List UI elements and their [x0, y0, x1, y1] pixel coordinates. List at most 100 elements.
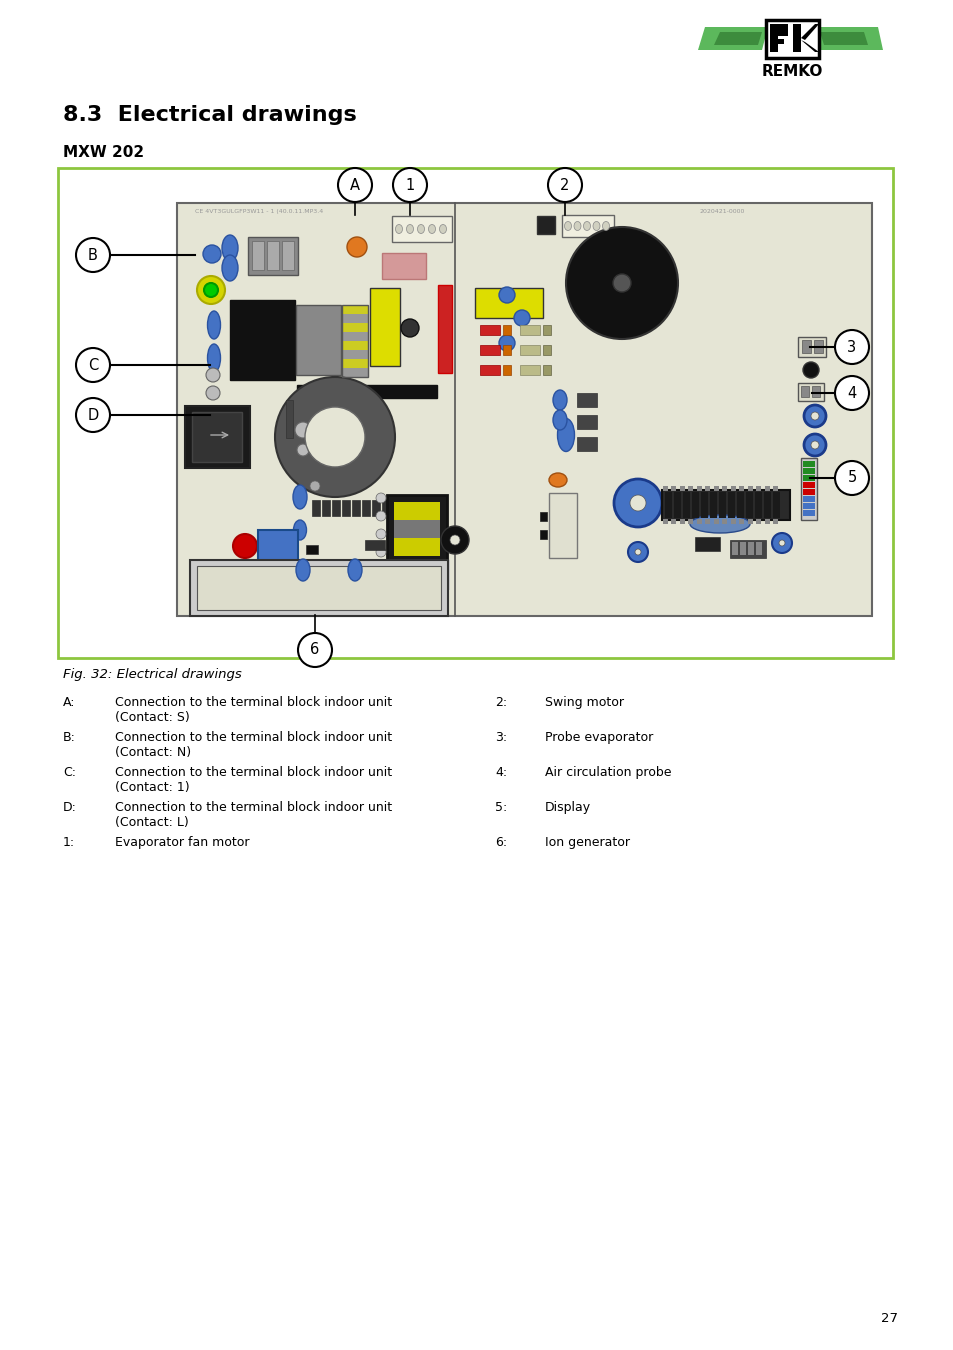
- Text: 5:: 5:: [495, 801, 507, 814]
- Text: Connection to the terminal block indoor unit
(Contact: S): Connection to the terminal block indoor …: [115, 697, 392, 724]
- Circle shape: [76, 398, 110, 432]
- Ellipse shape: [417, 224, 424, 234]
- Circle shape: [400, 319, 418, 338]
- Bar: [502, 346, 511, 355]
- Bar: [730, 486, 735, 491]
- Bar: [248, 238, 297, 275]
- Bar: [519, 325, 539, 335]
- Bar: [387, 495, 447, 563]
- Bar: [561, 215, 614, 238]
- Bar: [479, 364, 499, 375]
- Bar: [763, 491, 770, 518]
- Bar: [332, 500, 339, 516]
- Bar: [58, 167, 892, 657]
- Text: REMKO: REMKO: [760, 63, 821, 80]
- Polygon shape: [698, 27, 767, 50]
- Bar: [381, 500, 390, 516]
- Bar: [688, 486, 693, 491]
- Circle shape: [204, 284, 218, 297]
- Bar: [747, 518, 752, 524]
- Bar: [537, 216, 555, 234]
- Bar: [811, 386, 820, 397]
- Bar: [267, 242, 278, 270]
- Bar: [341, 350, 368, 359]
- Bar: [764, 518, 769, 524]
- Circle shape: [629, 495, 645, 512]
- Circle shape: [498, 335, 515, 351]
- Bar: [697, 486, 701, 491]
- Bar: [341, 369, 368, 377]
- Circle shape: [635, 549, 640, 555]
- Bar: [312, 500, 319, 516]
- Bar: [185, 406, 250, 468]
- Ellipse shape: [574, 221, 580, 231]
- Bar: [662, 486, 667, 491]
- Circle shape: [233, 535, 256, 558]
- Text: 6: 6: [310, 643, 319, 657]
- Bar: [730, 518, 735, 524]
- Bar: [370, 288, 399, 366]
- Text: A: A: [350, 177, 359, 193]
- Bar: [673, 491, 680, 518]
- Text: Connection to the terminal block indoor unit
(Contact: N): Connection to the terminal block indoor …: [115, 730, 392, 759]
- Circle shape: [803, 433, 825, 456]
- Bar: [542, 346, 551, 355]
- Ellipse shape: [208, 344, 220, 373]
- Circle shape: [203, 244, 221, 263]
- Circle shape: [76, 238, 110, 271]
- Circle shape: [337, 167, 372, 202]
- Bar: [802, 460, 814, 467]
- Bar: [801, 386, 808, 397]
- Text: Swing motor: Swing motor: [544, 697, 623, 709]
- Polygon shape: [820, 32, 867, 45]
- Bar: [721, 486, 727, 491]
- Bar: [721, 518, 727, 524]
- Bar: [801, 458, 816, 520]
- Circle shape: [196, 275, 225, 304]
- Text: B:: B:: [63, 730, 76, 744]
- Text: Evaporator fan motor: Evaporator fan motor: [115, 836, 250, 849]
- Bar: [747, 486, 752, 491]
- Ellipse shape: [553, 390, 566, 410]
- Ellipse shape: [208, 310, 220, 339]
- Circle shape: [810, 441, 818, 450]
- Ellipse shape: [222, 235, 237, 261]
- Bar: [739, 518, 743, 524]
- Bar: [341, 315, 368, 323]
- Circle shape: [440, 526, 469, 554]
- Bar: [394, 520, 439, 539]
- Circle shape: [802, 362, 818, 378]
- Text: Connection to the terminal block indoor unit
(Contact: L): Connection to the terminal block indoor …: [115, 801, 392, 829]
- Bar: [437, 285, 452, 373]
- Bar: [341, 342, 368, 350]
- Text: 8.3  Electrical drawings: 8.3 Electrical drawings: [63, 105, 356, 126]
- Bar: [190, 560, 450, 590]
- Bar: [740, 541, 745, 555]
- Bar: [392, 216, 452, 242]
- Bar: [502, 325, 511, 335]
- Bar: [797, 338, 825, 356]
- Bar: [341, 323, 368, 332]
- Ellipse shape: [593, 221, 599, 231]
- Bar: [772, 491, 780, 518]
- Text: Probe evaporator: Probe evaporator: [544, 730, 653, 744]
- Bar: [705, 486, 710, 491]
- Ellipse shape: [294, 520, 306, 540]
- Text: 5: 5: [846, 471, 856, 486]
- Circle shape: [613, 274, 630, 292]
- Bar: [802, 504, 814, 509]
- Circle shape: [294, 423, 311, 437]
- Bar: [801, 340, 810, 352]
- Ellipse shape: [553, 410, 566, 431]
- Ellipse shape: [583, 221, 590, 231]
- Bar: [394, 502, 439, 556]
- Circle shape: [76, 348, 110, 382]
- Text: 4: 4: [846, 386, 856, 401]
- Circle shape: [375, 512, 386, 521]
- Bar: [306, 545, 317, 554]
- Bar: [700, 491, 707, 518]
- Bar: [381, 252, 426, 279]
- Circle shape: [834, 377, 868, 410]
- Bar: [196, 566, 440, 610]
- Circle shape: [393, 167, 427, 202]
